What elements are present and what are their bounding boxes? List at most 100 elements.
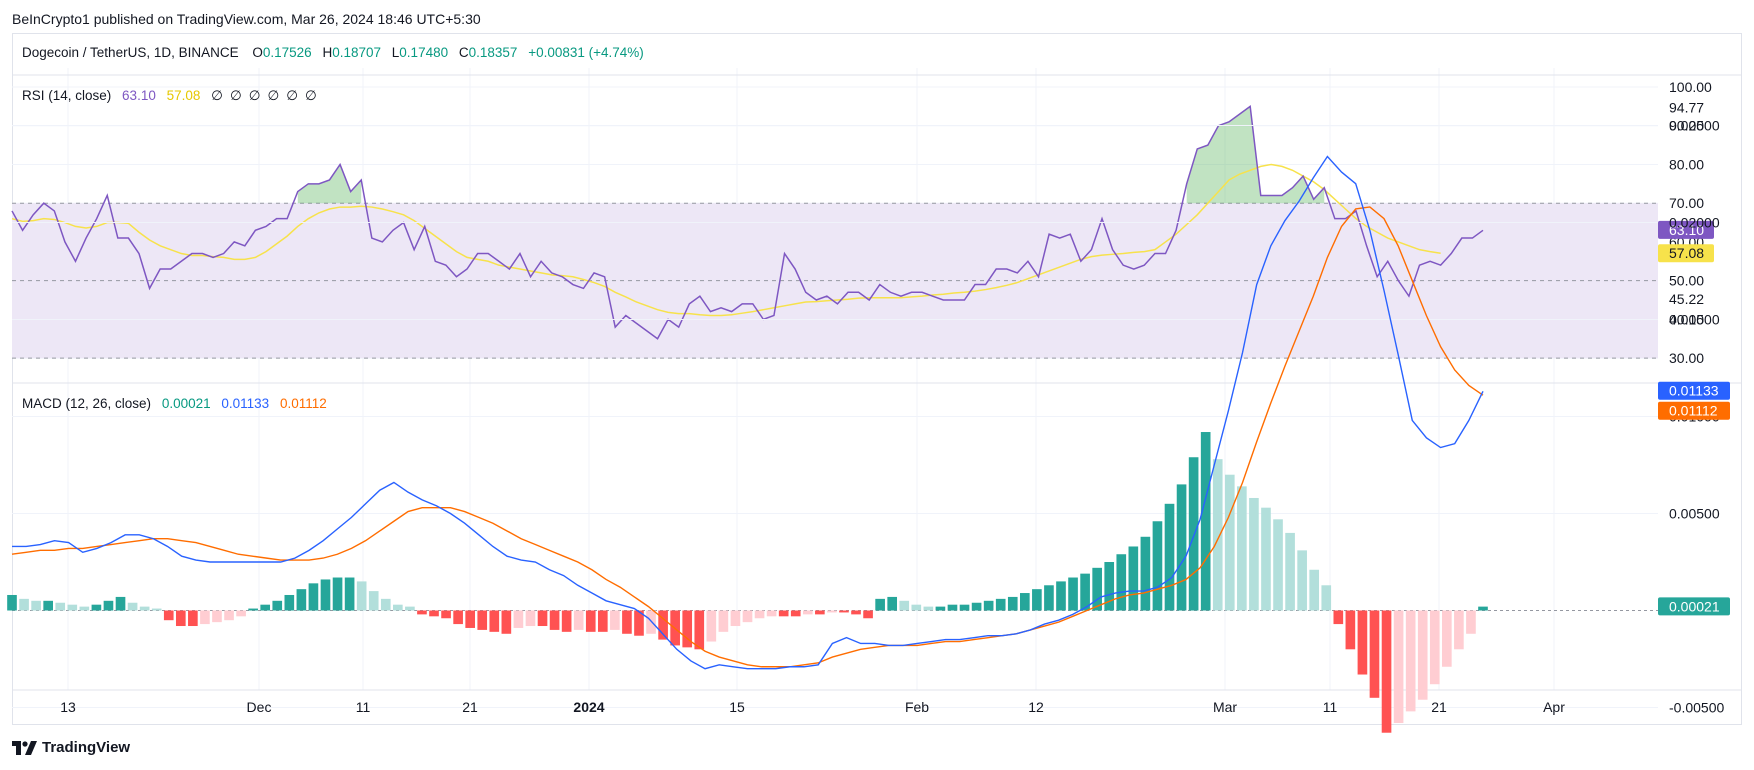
macd-hist-bar xyxy=(441,610,451,619)
macd-hist-bar xyxy=(573,610,584,630)
macd-hist-bar xyxy=(766,610,777,617)
macd-hist-bar xyxy=(658,610,668,640)
macd-hist-bar xyxy=(694,610,705,650)
macd-hist-bar xyxy=(911,604,922,611)
macd-hist-bar xyxy=(537,610,548,627)
high-label: H xyxy=(322,45,333,60)
tradingview-logo-icon xyxy=(12,740,37,755)
macd-hist-bar xyxy=(115,596,126,611)
macd-hist-bar xyxy=(983,600,994,611)
macd-legend-title: MACD (12, 26, close) xyxy=(22,396,152,411)
macd-legend[interactable]: MACD (12, 26, close) 0.00021 0.01133 0.0… xyxy=(22,396,334,411)
macd-hist-bar xyxy=(754,610,765,619)
rsi-legend[interactable]: RSI (14, close) 63.10 57.08 ∅ ∅ ∅ ∅ ∅ ∅ xyxy=(22,88,324,104)
macd-hist-bar xyxy=(1393,610,1404,724)
macd-hist-bar xyxy=(585,610,596,632)
macd-y-tick-1: 0.02000 xyxy=(1669,215,1720,231)
macd-hist-bar xyxy=(742,610,753,623)
macd-hist-bar xyxy=(682,610,693,648)
rsi-last-badge xyxy=(1658,220,1714,239)
rsi-empty-3: ∅ xyxy=(248,88,261,103)
rsi-y-tick-0: 100.00 xyxy=(1669,79,1712,95)
signal-line xyxy=(11,206,1484,668)
macd-hist-bar xyxy=(1442,610,1452,667)
macd-hist-bar xyxy=(1405,610,1416,712)
macd-hist-bar xyxy=(1056,581,1066,611)
rsi-y-tick-1: 90.00 xyxy=(1669,118,1704,134)
macd-hist-bar xyxy=(356,581,367,611)
macd-hist-bar xyxy=(525,610,536,627)
macd-hist-bar xyxy=(1044,585,1054,611)
rsi-empty-2: ∅ xyxy=(229,88,242,103)
macd-hist-bar xyxy=(875,598,885,611)
macd-hist-bar xyxy=(802,610,813,615)
macd-line xyxy=(12,155,1484,670)
macd-hist-bar xyxy=(163,610,174,621)
chart-frame xyxy=(12,33,1742,725)
signal-last-label: 0.01112 xyxy=(1669,403,1718,419)
macd-hist-bar xyxy=(561,610,572,632)
macd-hist-bar xyxy=(405,606,415,611)
rsi-ma-last-label: 57.08 xyxy=(1669,245,1704,261)
macd-hist-bar xyxy=(1345,610,1356,650)
macd-hist-bar xyxy=(730,610,741,627)
macd-y-tick-5: -0.00500 xyxy=(1669,700,1724,716)
macd-hist-bar xyxy=(429,610,439,617)
publisher-line: BeInCrypto1 published on TradingView.com… xyxy=(12,11,481,27)
rsi-extra-label-0: 94.77 xyxy=(1669,99,1704,115)
macd-last-label: 0.01133 xyxy=(1669,383,1719,399)
macd-hist-bar xyxy=(1309,569,1320,611)
macd-hist-bar xyxy=(1224,474,1235,611)
macd-hist-bar xyxy=(296,589,307,611)
tradingview-logo[interactable]: TradingView xyxy=(12,739,130,756)
macd-hist-bar xyxy=(887,596,898,611)
macd-hist-bar xyxy=(175,610,186,627)
macd-hist-bar xyxy=(1237,486,1247,611)
macd-hist-bar xyxy=(1261,507,1271,611)
x-tick-2024: 2024 xyxy=(573,699,604,715)
macd-hist-bar xyxy=(839,610,849,613)
macd-hist-bar xyxy=(1128,546,1139,611)
macd-hist-bar xyxy=(489,610,500,632)
macd-hist-bar xyxy=(151,608,162,611)
macd-hist-bar xyxy=(646,610,656,634)
macd-hist-bar xyxy=(827,610,837,613)
macd-hist-bar xyxy=(778,610,789,617)
rsi-y-tick-3: 70.00 xyxy=(1669,195,1704,211)
macd-hist-bar xyxy=(622,610,632,634)
rsi-extra-label-1: 45.22 xyxy=(1669,291,1704,307)
rsi-legend-ma: 57.08 xyxy=(166,88,201,103)
macd-hist-bar xyxy=(1429,610,1440,685)
rsi-band xyxy=(12,203,1658,359)
x-tick-Feb: Feb xyxy=(905,699,929,715)
macd-hist-bar xyxy=(272,600,283,611)
macd-hist-bar xyxy=(1019,593,1030,611)
macd-hist-bar xyxy=(1080,573,1090,611)
x-tick-11: 11 xyxy=(1323,699,1338,715)
macd-hist-bar xyxy=(1212,459,1223,611)
rsi-legend-value: 63.10 xyxy=(122,88,156,103)
close-label: C xyxy=(458,45,469,60)
macd-hist-bar xyxy=(1007,596,1018,611)
macd-hist-bar xyxy=(1321,585,1332,611)
low-value: 0.17480 xyxy=(399,45,449,60)
symbol-header: Dogecoin / TetherUS, 1D, BINANCE O0.1752… xyxy=(22,45,651,60)
macd-hist-bar xyxy=(1478,606,1488,611)
macd-hist-bar xyxy=(1092,567,1102,611)
hist-last-badge xyxy=(1658,597,1730,616)
macd-hist-bar xyxy=(224,610,234,621)
rsi-legend-title: RSI (14, close) xyxy=(22,88,112,103)
rsi-empty-1: ∅ xyxy=(211,88,223,103)
macd-hist-bar xyxy=(139,606,150,611)
macd-hist-bar xyxy=(634,610,644,636)
hist-last-label: 0.00021 xyxy=(1669,598,1720,614)
rsi-ma-line xyxy=(11,163,1441,317)
macd-hist-bar xyxy=(995,598,1006,611)
macd-hist-bar xyxy=(971,602,982,611)
x-tick-15: 15 xyxy=(729,699,745,715)
macd-hist-bar xyxy=(212,610,222,623)
macd-hist-bar xyxy=(43,600,53,611)
rsi-empty-4: ∅ xyxy=(267,88,280,103)
macd-hist-bar xyxy=(1297,550,1307,611)
